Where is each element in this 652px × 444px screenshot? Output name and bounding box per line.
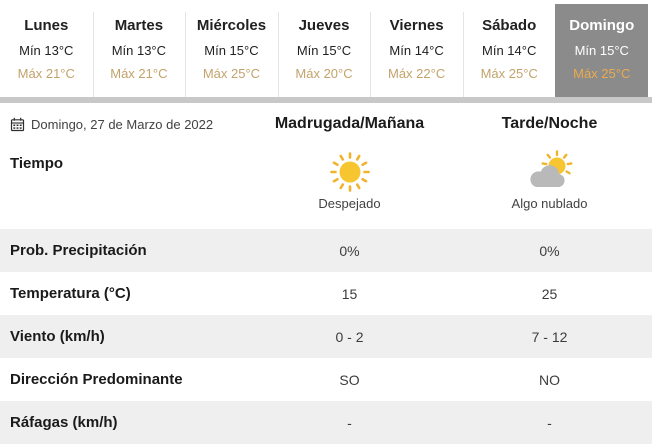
row-label: Dirección Predominante bbox=[10, 371, 183, 388]
tab-domingo[interactable]: Domingo Mín 15°C Máx 25°C bbox=[555, 4, 649, 97]
row-label-tiempo: Tiempo bbox=[10, 155, 64, 172]
tab-min-temp: Mín 15°C bbox=[204, 43, 259, 58]
tab-day-label: Miércoles bbox=[196, 17, 267, 34]
row-value-evening: 0% bbox=[539, 242, 560, 259]
row-value-morning: - bbox=[347, 414, 352, 431]
tab-max-temp: Máx 22°C bbox=[387, 66, 446, 81]
tab-day-label: Jueves bbox=[298, 17, 350, 34]
table-row-temperature: Temperatura (°C) 15 25 bbox=[0, 272, 652, 315]
condition-caption-evening: Algo nublado bbox=[511, 196, 588, 211]
condition-caption-morning: Despejado bbox=[318, 196, 381, 211]
tab-day-label: Domingo bbox=[569, 17, 635, 34]
table-row-wind: Viento (km/h) 0 - 2 7 - 12 bbox=[0, 315, 652, 358]
date-cell: Domingo, 27 de Marzo de 2022 bbox=[0, 117, 252, 132]
weather-condition-row: Tiempo Despejado bbox=[0, 145, 652, 229]
tab-min-temp: Mín 13°C bbox=[19, 43, 74, 58]
row-value-morning: SO bbox=[339, 371, 360, 388]
table-row-gusts: Ráfagas (km/h) - - bbox=[0, 401, 652, 444]
row-value-morning: 0% bbox=[339, 242, 360, 259]
tab-day-label: Sábado bbox=[482, 17, 537, 34]
tab-min-temp: Mín 14°C bbox=[389, 43, 444, 58]
calendar-icon bbox=[10, 117, 25, 131]
row-value-morning: 15 bbox=[341, 285, 358, 302]
tab-day-label: Lunes bbox=[24, 17, 69, 34]
tab-max-temp: Máx 25°C bbox=[202, 66, 261, 81]
table-row-wind-direction: Dirección Predominante SO NO bbox=[0, 358, 652, 401]
tab-min-temp: Mín 15°C bbox=[296, 43, 352, 58]
row-label: Viento (km/h) bbox=[10, 328, 105, 345]
tab-sabado[interactable]: Sábado Mín 14°C Máx 25°C bbox=[462, 0, 556, 97]
tab-jueves[interactable]: Jueves Mín 15°C Máx 20°C bbox=[277, 0, 371, 97]
tab-day-label: Martes bbox=[114, 17, 164, 34]
period-header-row: Domingo, 27 de Marzo de 2022 Madrugada/M… bbox=[0, 103, 652, 145]
period-header-morning: Madrugada/Mañana bbox=[274, 115, 425, 132]
row-label: Temperatura (°C) bbox=[10, 285, 131, 302]
tab-max-temp: Máx 20°C bbox=[295, 66, 353, 81]
tab-lunes[interactable]: Lunes Mín 13°C Máx 21°C bbox=[0, 0, 93, 97]
tab-viernes[interactable]: Viernes Mín 14°C Máx 22°C bbox=[370, 0, 463, 97]
sun-cloud-icon bbox=[529, 150, 572, 188]
condition-morning: Despejado bbox=[252, 145, 447, 211]
row-label: Ráfagas (km/h) bbox=[10, 414, 118, 431]
tab-min-temp: Mín 13°C bbox=[111, 43, 167, 58]
tabs-underline bbox=[0, 97, 652, 103]
period-header-evening: Tarde/Noche bbox=[501, 115, 598, 132]
tab-max-temp: Máx 25°C bbox=[480, 66, 538, 81]
condition-evening: Algo nublado bbox=[447, 145, 652, 211]
forecast-date: Domingo, 27 de Marzo de 2022 bbox=[31, 116, 214, 132]
tab-max-temp: Máx 21°C bbox=[17, 66, 75, 81]
tab-martes[interactable]: Martes Mín 13°C Máx 21°C bbox=[92, 0, 186, 97]
tab-day-label: Viernes bbox=[389, 17, 444, 34]
row-value-morning: 0 - 2 bbox=[335, 328, 364, 345]
tab-min-temp: Mín 15°C bbox=[574, 43, 629, 58]
row-value-evening: 7 - 12 bbox=[531, 328, 568, 345]
day-tabs: Lunes Mín 13°C Máx 21°C Martes Mín 13°C … bbox=[0, 0, 652, 97]
row-label: Prob. Precipitación bbox=[10, 242, 147, 259]
tab-max-temp: Máx 21°C bbox=[110, 66, 168, 81]
tab-max-temp: Máx 25°C bbox=[573, 66, 631, 81]
sun-icon bbox=[329, 152, 370, 192]
tab-min-temp: Mín 14°C bbox=[482, 43, 537, 58]
tab-miercoles[interactable]: Miércoles Mín 15°C Máx 25°C bbox=[185, 0, 278, 97]
row-value-evening: - bbox=[547, 414, 552, 431]
row-value-evening: NO bbox=[539, 371, 560, 388]
table-row-precipitation: Prob. Precipitación 0% 0% bbox=[0, 229, 652, 272]
row-value-evening: 25 bbox=[541, 285, 558, 302]
